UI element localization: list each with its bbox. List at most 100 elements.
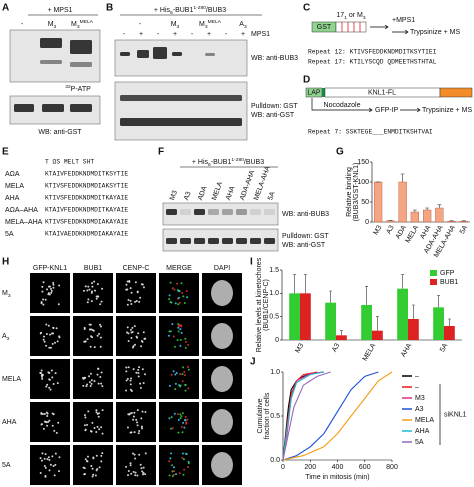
blot-band	[70, 40, 92, 54]
lane-label: ADA	[197, 185, 209, 201]
kinetochore	[169, 281, 172, 284]
kinetochore	[180, 415, 183, 418]
lane-label-part: 3	[205, 24, 208, 30]
kinetochore	[140, 425, 143, 428]
kinetochore	[186, 296, 189, 299]
kinetochore	[137, 368, 140, 371]
kinetochore	[96, 295, 99, 298]
kinetochore	[174, 388, 177, 391]
series-line	[282, 371, 393, 461]
kinetochore	[170, 373, 173, 376]
kinetochore	[171, 464, 174, 467]
kinetochore	[139, 386, 142, 389]
kinetochore	[55, 431, 58, 434]
row-name: MELA–AHA	[5, 219, 43, 226]
kinetochore	[48, 419, 51, 422]
x-tick-label: 200	[304, 464, 316, 471]
kinetochore	[144, 410, 147, 413]
kinetochore	[88, 328, 91, 331]
error-bar	[401, 274, 405, 289]
kinetochore	[138, 429, 141, 432]
kinetochore	[176, 282, 179, 285]
blot-band	[40, 60, 62, 64]
blot-band	[120, 95, 242, 101]
kinetochore	[83, 424, 86, 427]
kinetochore	[88, 288, 91, 291]
kinetochore	[127, 470, 130, 473]
repeat: Repeat 17: KTILYSCQD QDMEETHSTHTAL	[308, 59, 437, 66]
kinetochore	[177, 431, 180, 434]
kinetochore	[172, 473, 175, 476]
bar	[459, 220, 468, 223]
micrograph	[73, 316, 113, 356]
y-axis-label: (BUB3/GST-KNL1)	[353, 163, 360, 222]
kinetochore	[58, 456, 61, 459]
kinetochore	[93, 346, 96, 349]
mps1-sign: +	[241, 31, 245, 38]
kinetochore	[82, 384, 85, 387]
panel-letter: C	[303, 3, 310, 14]
row-label: 5A	[2, 462, 11, 469]
lane-label-part: 3	[177, 24, 180, 30]
kinetochore	[171, 427, 174, 430]
mps1-sign: +	[139, 31, 143, 38]
kinetochore	[182, 366, 185, 369]
kinetochore	[46, 383, 49, 386]
kinetochore	[181, 452, 184, 455]
row-label: MELA	[2, 376, 21, 383]
channel-label: CENP-C	[123, 265, 150, 272]
panel-letter: E	[2, 147, 9, 158]
legend-label: –	[415, 384, 419, 391]
kinetochore	[142, 331, 145, 334]
kinetochore	[52, 465, 55, 468]
kinetochore	[179, 328, 182, 331]
kinetochore	[101, 287, 104, 290]
kinetochore	[82, 377, 85, 380]
arrow	[400, 107, 421, 113]
channel-label: MERGE	[166, 265, 192, 272]
kinetochore	[93, 280, 96, 283]
kinetochore	[137, 332, 140, 335]
kinetochore	[84, 416, 87, 419]
kinetochore	[54, 452, 57, 455]
kinetochore	[178, 384, 181, 387]
kinetochore	[91, 421, 94, 424]
kinetochore	[168, 384, 171, 387]
error-bar	[303, 274, 307, 294]
blot-band	[166, 238, 177, 244]
kinetochore	[142, 471, 145, 474]
header: + His6-BUB11-280/BUB3	[192, 157, 264, 168]
blot	[114, 39, 248, 77]
header-part: -BUB1	[173, 7, 194, 14]
sequence: KTAIVFEDDKNDMDITKAYAIE	[45, 207, 128, 214]
kinetochore	[86, 423, 89, 426]
kinetochore	[90, 300, 93, 303]
kinetochore	[138, 366, 141, 369]
kinetochore	[140, 283, 143, 286]
kinetochore	[93, 380, 96, 383]
micrograph	[159, 445, 199, 485]
kinetochore	[45, 421, 48, 424]
kinetochore	[177, 418, 180, 421]
bar	[336, 335, 347, 340]
kinetochore	[41, 413, 44, 416]
kinetochore	[85, 459, 88, 462]
row-name: 5A	[5, 231, 14, 238]
kinetochore	[51, 424, 54, 427]
row-label-part: AHA	[2, 419, 17, 426]
y-tick-label: 0.5	[270, 413, 280, 420]
kinetochore	[183, 374, 186, 377]
kinetochore	[184, 389, 187, 392]
header-part: 6	[208, 162, 211, 168]
kinetochore	[43, 335, 46, 338]
header-part: 6	[170, 10, 173, 16]
kinetochore	[173, 412, 176, 415]
mps1-sign: -	[191, 31, 194, 38]
lane-label: M3	[48, 21, 57, 30]
kinetochore	[131, 331, 134, 334]
row-label: A3	[2, 333, 10, 342]
kinetochore	[179, 413, 182, 416]
kinetochore	[90, 382, 93, 385]
blot-label: WB: anti-BUB3	[251, 55, 298, 62]
kinetochore	[182, 473, 185, 476]
